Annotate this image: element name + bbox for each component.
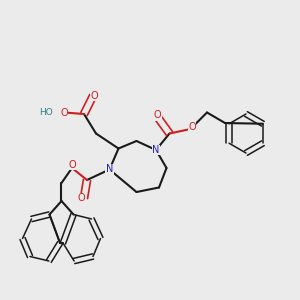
Text: O: O: [188, 122, 196, 132]
Text: N: N: [152, 145, 160, 155]
Text: O: O: [68, 160, 76, 170]
Text: O: O: [77, 193, 85, 203]
Text: O: O: [154, 110, 161, 121]
Text: N: N: [106, 164, 113, 175]
Text: HO: HO: [40, 108, 53, 117]
Text: O: O: [60, 107, 68, 118]
Text: O: O: [91, 91, 98, 101]
